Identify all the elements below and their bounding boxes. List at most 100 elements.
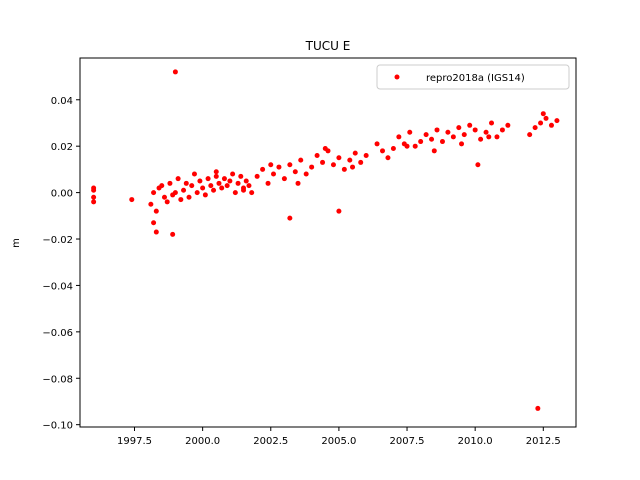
data-point bbox=[287, 215, 293, 221]
data-point bbox=[431, 148, 437, 154]
chart-title: TUCU E bbox=[305, 39, 351, 53]
y-tick-label: 0.02 bbox=[51, 142, 73, 153]
data-point bbox=[548, 122, 554, 128]
data-point bbox=[499, 127, 505, 133]
data-point bbox=[363, 152, 369, 158]
legend-box bbox=[376, 64, 570, 90]
data-point bbox=[221, 176, 227, 182]
data-point bbox=[172, 190, 178, 196]
data-point bbox=[208, 183, 214, 189]
data-point bbox=[450, 134, 456, 140]
data-point bbox=[270, 171, 276, 177]
x-tick-label: 2000.0 bbox=[185, 436, 220, 447]
x-tick-label: 2007.5 bbox=[390, 436, 425, 447]
data-point bbox=[91, 199, 97, 205]
data-point bbox=[224, 183, 230, 189]
data-point bbox=[235, 180, 241, 186]
data-point bbox=[268, 162, 274, 168]
data-point bbox=[276, 164, 282, 170]
data-point bbox=[213, 173, 219, 179]
data-point bbox=[202, 192, 208, 198]
data-point bbox=[309, 164, 315, 170]
data-point bbox=[172, 69, 178, 75]
data-point bbox=[189, 183, 195, 189]
data-point bbox=[475, 162, 481, 168]
x-tick-label: 2012.5 bbox=[526, 436, 561, 447]
y-tick-label: −0.04 bbox=[42, 281, 73, 292]
plot-frame bbox=[79, 57, 577, 428]
data-point bbox=[205, 176, 211, 182]
data-point bbox=[164, 199, 170, 205]
data-point bbox=[153, 208, 159, 214]
y-tick-label: −0.08 bbox=[42, 374, 73, 385]
data-point bbox=[445, 129, 451, 135]
y-axis: 0.04 0.02 0.00 −0.02 −0.04 −0.06 −0.08 −0.10 bbox=[42, 96, 80, 432]
data-point bbox=[461, 132, 467, 138]
data-point bbox=[91, 194, 97, 200]
data-point bbox=[260, 166, 266, 172]
data-point bbox=[91, 185, 97, 191]
data-point bbox=[489, 120, 495, 126]
data-point bbox=[243, 178, 249, 184]
data-point bbox=[374, 141, 380, 147]
data-point bbox=[265, 180, 271, 186]
data-point bbox=[467, 122, 473, 128]
data-point bbox=[194, 190, 200, 196]
data-point bbox=[352, 150, 358, 156]
data-point bbox=[175, 176, 181, 182]
data-point bbox=[478, 136, 484, 142]
data-point bbox=[543, 115, 549, 121]
data-point bbox=[336, 208, 342, 214]
data-point bbox=[170, 231, 176, 237]
legend-marker bbox=[394, 74, 400, 80]
data-point bbox=[191, 171, 197, 177]
x-tick-label: 2010.0 bbox=[458, 436, 493, 447]
legend: repro2018a (IGS14) bbox=[376, 64, 570, 90]
data-point bbox=[287, 162, 293, 168]
y-tick-label: −0.06 bbox=[42, 328, 73, 339]
data-point bbox=[230, 171, 236, 177]
data-point bbox=[540, 111, 546, 117]
data-point bbox=[336, 155, 342, 161]
data-point bbox=[407, 129, 413, 135]
data-point bbox=[483, 129, 489, 135]
data-point bbox=[412, 143, 418, 149]
data-point bbox=[350, 164, 356, 170]
data-point bbox=[246, 183, 252, 189]
data-point bbox=[554, 118, 560, 124]
data-point bbox=[385, 155, 391, 161]
data-point bbox=[232, 190, 238, 196]
data-point bbox=[341, 166, 347, 172]
data-point bbox=[219, 185, 225, 191]
data-point bbox=[129, 197, 135, 203]
data-point bbox=[298, 157, 304, 163]
data-point bbox=[434, 127, 440, 133]
data-point bbox=[459, 141, 465, 147]
data-point bbox=[183, 180, 189, 186]
data-point bbox=[148, 201, 154, 207]
data-point bbox=[167, 180, 173, 186]
data-point bbox=[161, 194, 167, 200]
data-point bbox=[322, 146, 328, 152]
data-point bbox=[330, 162, 336, 168]
data-point bbox=[216, 180, 222, 186]
data-point bbox=[347, 157, 353, 163]
data-point bbox=[396, 134, 402, 140]
data-point bbox=[439, 139, 445, 145]
data-point bbox=[314, 152, 320, 158]
data-point bbox=[211, 187, 217, 193]
data-point bbox=[254, 173, 260, 179]
data-point bbox=[494, 134, 500, 140]
legend-label: repro2018a (IGS14) bbox=[426, 73, 525, 84]
data-point bbox=[151, 190, 157, 196]
data-point bbox=[178, 197, 184, 203]
data-point bbox=[227, 178, 233, 184]
data-point bbox=[380, 148, 386, 154]
data-point bbox=[472, 127, 478, 133]
data-point bbox=[241, 187, 247, 193]
data-point bbox=[527, 132, 533, 138]
data-point bbox=[390, 146, 396, 152]
data-point bbox=[249, 190, 255, 196]
data-point bbox=[423, 132, 429, 138]
